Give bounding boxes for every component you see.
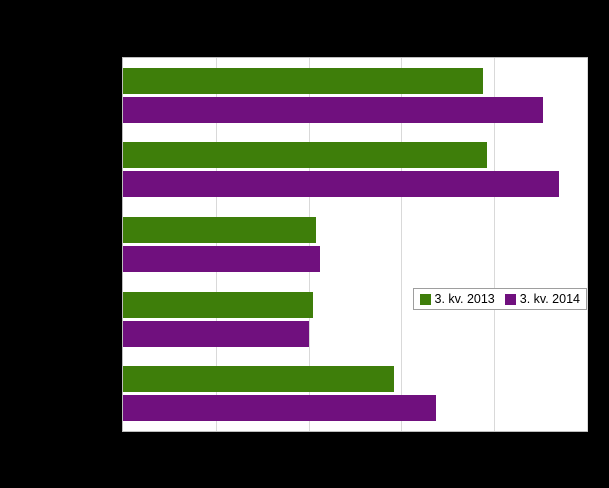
- bar-series-2014: [123, 245, 321, 272]
- bar-group: [123, 356, 587, 431]
- bar-series-2013: [123, 216, 316, 243]
- plot-area: 3. kv. 2013 3. kv. 2014: [122, 57, 588, 432]
- bar-series-2014: [123, 96, 543, 123]
- bar-group: [123, 58, 587, 133]
- bar-series-2013: [123, 291, 314, 318]
- bar-series-2014: [123, 395, 437, 422]
- legend-swatch-2013-icon: [419, 293, 431, 305]
- bar-groups: [123, 58, 587, 431]
- bar-series-2013: [123, 67, 483, 94]
- legend-label-2014: 3. kv. 2014: [519, 292, 580, 306]
- gridlines: [123, 58, 588, 431]
- gridline: [401, 58, 403, 431]
- bar-series-2013: [123, 142, 488, 169]
- bar-series-2014: [123, 171, 560, 198]
- bar-group: [123, 133, 587, 208]
- gridline: [494, 58, 496, 431]
- legend-label-2013: 3. kv. 2013: [434, 292, 495, 306]
- gridline: [587, 58, 588, 431]
- legend-item-2014: 3. kv. 2014: [504, 292, 580, 306]
- legend: 3. kv. 2013 3. kv. 2014: [412, 288, 587, 310]
- gridline: [308, 58, 310, 431]
- bar-group: [123, 207, 587, 282]
- legend-swatch-2014-icon: [504, 293, 516, 305]
- gridline: [215, 58, 217, 431]
- legend-item-2013: 3. kv. 2013: [419, 292, 495, 306]
- bar-series-2013: [123, 366, 395, 393]
- bar-group: [123, 282, 587, 357]
- bar-series-2014: [123, 320, 309, 347]
